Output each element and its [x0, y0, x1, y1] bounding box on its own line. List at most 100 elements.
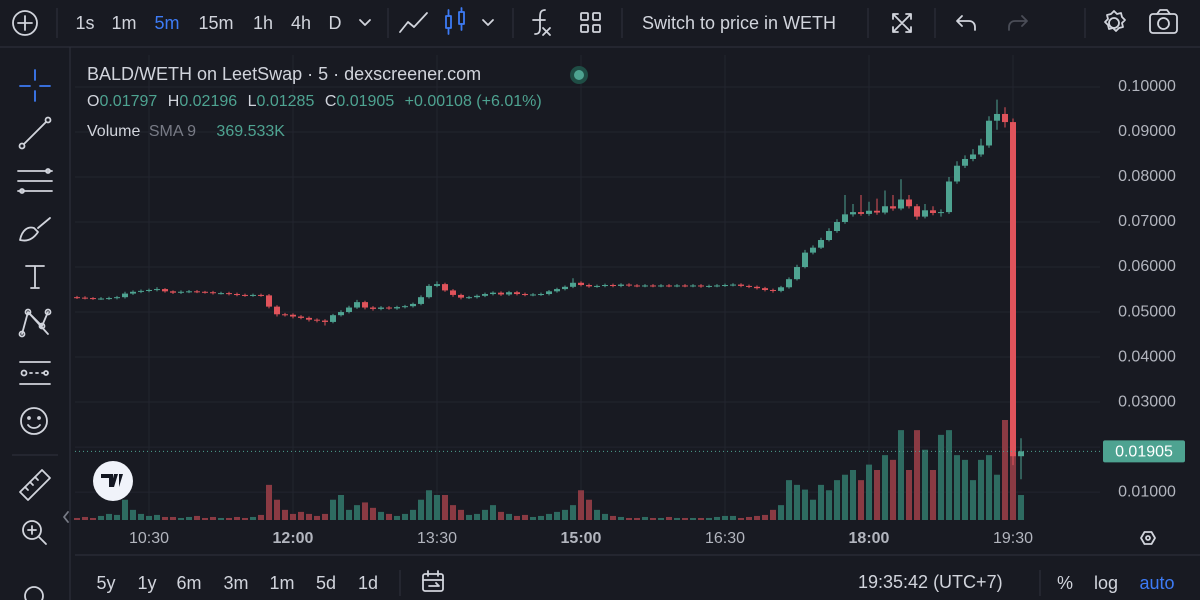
ohlc-value: 0.01797 — [99, 93, 157, 110]
candle-body — [226, 293, 232, 295]
candle-body — [594, 285, 600, 287]
range-button[interactable]: 1y — [137, 573, 156, 593]
y-tick-label: 0.08000 — [1118, 168, 1176, 185]
fib-tool[interactable] — [17, 168, 53, 194]
settings-icon[interactable] — [1104, 10, 1126, 32]
candle-body — [338, 312, 344, 316]
volume-bar — [618, 516, 624, 520]
zoom-tool[interactable] — [22, 520, 47, 545]
candle-body — [258, 294, 264, 296]
volume-bar — [154, 514, 160, 520]
volume-bar — [242, 517, 248, 520]
candle-body — [610, 285, 616, 287]
candle-chart-icon[interactable] — [445, 7, 465, 35]
last-price-tag — [1103, 440, 1185, 463]
volume-bar — [138, 513, 144, 520]
candle-body — [754, 286, 760, 289]
candle-body — [858, 212, 864, 214]
layout-icon[interactable] — [580, 12, 601, 33]
scale-button[interactable]: log — [1094, 573, 1118, 593]
range-button[interactable]: 5d — [316, 573, 336, 593]
volume-bar — [514, 515, 520, 520]
collapse-toolbar[interactable] — [63, 511, 69, 523]
range-button[interactable]: 1d — [358, 573, 378, 593]
candle-body — [818, 240, 824, 248]
magnet-tool[interactable] — [24, 586, 44, 600]
volume-bar — [818, 484, 824, 520]
candle-body — [842, 214, 848, 223]
candle-body — [578, 282, 584, 286]
text-tool[interactable] — [25, 265, 45, 289]
ohlc-letter: C — [325, 93, 337, 110]
prediction-tool[interactable] — [19, 361, 51, 385]
volume-bar — [762, 514, 768, 520]
goto-date-icon[interactable] — [422, 570, 444, 592]
volume-legend: Volume SMA 9 369.533K — [87, 123, 285, 140]
candle-body — [498, 292, 504, 295]
range-button[interactable]: 1m — [269, 573, 294, 593]
candle-body — [530, 294, 536, 296]
candle-body — [522, 294, 528, 296]
volume-bar — [826, 490, 832, 520]
candle-body — [130, 291, 136, 294]
interval-button[interactable]: 15m — [198, 13, 233, 33]
undo-icon[interactable] — [956, 15, 976, 31]
interval-dropdown[interactable] — [359, 19, 371, 26]
volume-bar — [842, 474, 848, 520]
interval-button[interactable]: 1h — [253, 13, 273, 33]
volume-bar — [898, 430, 904, 520]
redo-icon[interactable] — [1008, 15, 1028, 31]
line-chart-icon[interactable] — [399, 12, 428, 33]
x-tick-label: 12:00 — [273, 530, 314, 547]
icons-tool[interactable] — [20, 407, 48, 435]
chart-type-dropdown[interactable] — [482, 19, 494, 26]
candle-body — [986, 120, 992, 146]
candle-body — [962, 158, 968, 166]
candle-body — [362, 302, 368, 308]
candle-body — [698, 285, 704, 287]
volume-bar — [434, 495, 440, 520]
volume-bar — [730, 515, 736, 520]
switch-price-button[interactable]: Switch to price in WETH — [642, 13, 836, 33]
interval-button[interactable]: 1m — [111, 13, 136, 33]
interval-button[interactable]: 5m — [154, 13, 179, 33]
brush-tool[interactable] — [19, 217, 51, 242]
candle-body — [106, 298, 112, 300]
trend-line-tool[interactable] — [18, 116, 52, 150]
pattern-tool[interactable] — [18, 308, 52, 338]
crosshair-tool[interactable] — [19, 69, 51, 102]
scale-button[interactable]: auto — [1139, 573, 1174, 593]
candle-body — [906, 199, 912, 207]
interval-button[interactable]: 4h — [291, 13, 311, 33]
volume-bar — [578, 490, 584, 520]
volume-bar — [866, 464, 872, 520]
candle-body — [866, 210, 872, 214]
candle-body — [482, 294, 488, 296]
volume-bar — [290, 513, 296, 520]
volume-bar — [322, 513, 328, 520]
price-scale-settings[interactable] — [1140, 531, 1156, 545]
range-button[interactable]: 5y — [96, 573, 115, 593]
volume-bar — [634, 517, 640, 520]
interval-button[interactable]: 1s — [75, 13, 94, 33]
volume-bar — [802, 489, 808, 520]
range-button[interactable]: 3m — [223, 573, 248, 593]
volume-bar — [722, 515, 728, 520]
candle-body — [546, 291, 552, 295]
volume-bar — [946, 430, 952, 520]
range-button[interactable]: 6m — [176, 573, 201, 593]
candle-body — [490, 292, 496, 295]
volume-bar — [506, 513, 512, 520]
candle-body — [554, 289, 560, 292]
ruler-tool[interactable] — [19, 469, 51, 501]
add-symbol-icon[interactable] — [12, 10, 38, 36]
candles — [74, 99, 1024, 480]
volume-bar — [754, 515, 760, 520]
snapshot-icon[interactable] — [1149, 9, 1178, 34]
interval-button[interactable]: D — [329, 13, 342, 33]
indicators-icon[interactable] — [532, 9, 551, 36]
volume-indicator: SMA 9 — [149, 123, 196, 140]
fullscreen-icon[interactable] — [892, 13, 912, 33]
candle-body — [322, 320, 328, 322]
scale-button[interactable]: % — [1057, 573, 1073, 593]
